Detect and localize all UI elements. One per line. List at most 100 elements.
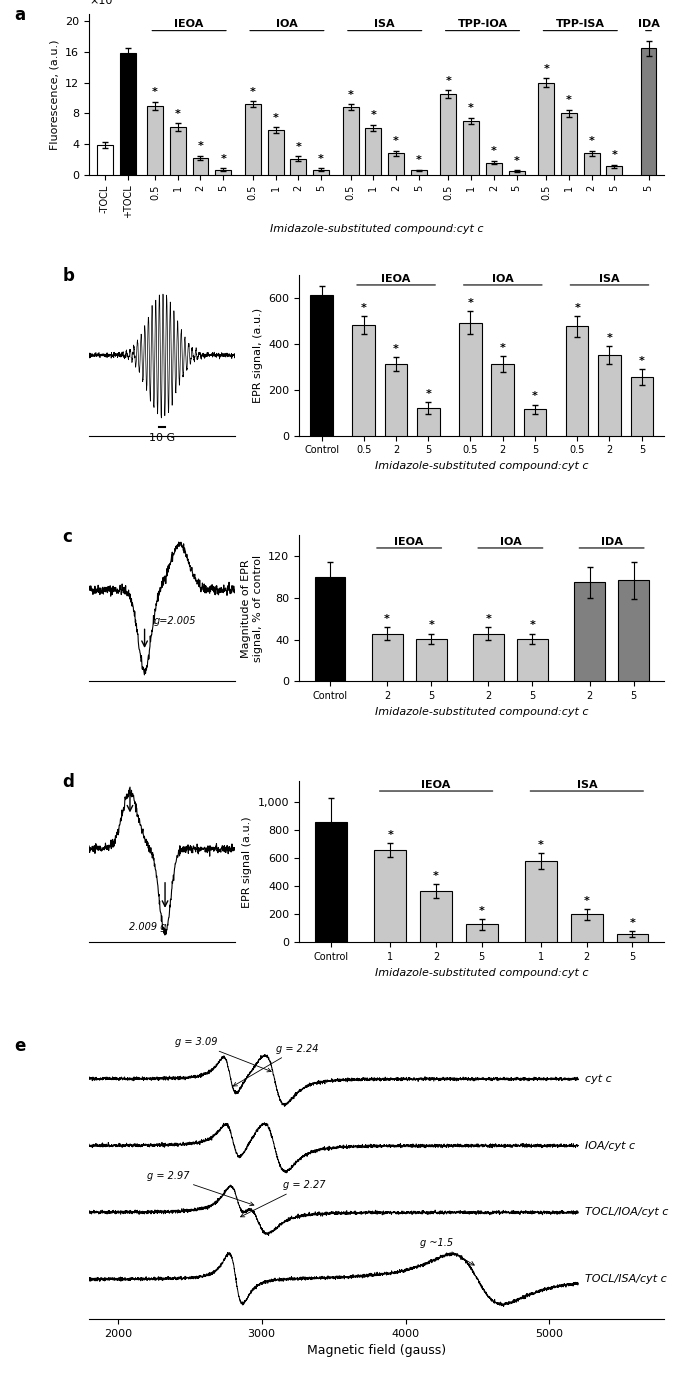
Bar (571, 914, 603, 943)
Text: *: * (500, 344, 506, 353)
Text: *: * (318, 154, 324, 164)
Text: g = 2.97: g = 2.97 (147, 1171, 254, 1206)
Bar (215, 169, 232, 174)
Text: *: * (486, 614, 491, 624)
Bar (463, 121, 479, 174)
Bar (630, 376, 653, 436)
Bar (584, 154, 599, 174)
Text: *: * (639, 356, 645, 365)
Text: *: * (514, 155, 519, 166)
Text: ×10³: ×10³ (89, 0, 117, 5)
Bar (290, 159, 306, 174)
Text: g ~1.5: g ~1.5 (420, 1238, 474, 1265)
X-axis label: Imidazole-substituted compound:cyt c: Imidazole-substituted compound:cyt c (375, 967, 588, 978)
Bar (640, 48, 656, 174)
Text: *: * (433, 871, 439, 881)
Text: *: * (416, 155, 422, 165)
Text: *: * (491, 147, 497, 157)
Text: *: * (393, 136, 399, 146)
Text: IDA: IDA (638, 19, 660, 29)
Text: *: * (361, 302, 366, 312)
Bar (491, 364, 514, 436)
Text: 2.009 g: 2.009 g (129, 922, 166, 933)
Text: ISA: ISA (599, 273, 620, 284)
Text: *: * (388, 830, 393, 840)
Bar (606, 166, 623, 174)
X-axis label: Magnetic field (gauss): Magnetic field (gauss) (307, 1344, 447, 1358)
Bar (245, 104, 261, 174)
Text: TPP-ISA: TPP-ISA (556, 19, 605, 29)
Text: *: * (630, 918, 636, 929)
Bar (375, 851, 406, 943)
Bar (314, 577, 345, 682)
Text: *: * (588, 136, 595, 147)
Text: d: d (63, 774, 75, 791)
Text: *: * (175, 109, 181, 120)
Text: *: * (468, 298, 473, 308)
Text: *: * (574, 302, 580, 312)
Text: *: * (152, 88, 158, 98)
Bar (486, 162, 502, 174)
Text: IEOA: IEOA (382, 273, 411, 284)
Text: *: * (371, 110, 376, 121)
Bar (365, 128, 382, 174)
Text: *: * (197, 142, 203, 151)
Text: g = 3.09: g = 3.09 (175, 1037, 271, 1072)
Bar (616, 934, 649, 943)
Text: *: * (532, 392, 538, 401)
Text: g=2.005: g=2.005 (153, 616, 196, 625)
Text: e: e (14, 1036, 25, 1054)
Bar (342, 107, 358, 174)
Text: *: * (393, 344, 399, 354)
Text: ISA: ISA (375, 19, 395, 29)
Bar (440, 95, 456, 174)
Text: *: * (273, 113, 279, 122)
Bar (120, 52, 136, 174)
Text: 10 G: 10 G (149, 433, 175, 444)
Bar (170, 128, 186, 174)
X-axis label: Imidazole-substituted compound:cyt c: Imidazole-substituted compound:cyt c (375, 706, 588, 717)
Bar (385, 364, 408, 436)
Y-axis label: EPR signal, (a.u.): EPR signal, (a.u.) (253, 308, 263, 403)
X-axis label: Imidazole-substituted compound:cyt c: Imidazole-substituted compound:cyt c (375, 462, 588, 471)
Text: *: * (543, 63, 549, 74)
Bar (353, 326, 375, 436)
Bar (574, 583, 605, 682)
Text: *: * (295, 142, 301, 153)
Y-axis label: EPR signal (a.u.): EPR signal (a.u.) (242, 816, 252, 908)
Bar (420, 890, 452, 943)
Bar (525, 861, 557, 943)
Text: *: * (468, 103, 474, 114)
Text: a: a (14, 5, 25, 23)
Text: *: * (606, 333, 612, 342)
Text: *: * (479, 905, 485, 915)
Bar (268, 131, 284, 174)
Bar (388, 154, 404, 174)
Text: ISA: ISA (577, 780, 597, 790)
Bar (417, 408, 440, 436)
Bar (524, 409, 547, 436)
Text: *: * (530, 621, 536, 631)
Text: TOCL/IOA/cyt c: TOCL/IOA/cyt c (585, 1208, 669, 1217)
Text: *: * (425, 389, 432, 398)
Bar (466, 925, 498, 943)
X-axis label: Imidazole-substituted compound:cyt c: Imidazole-substituted compound:cyt c (270, 224, 484, 234)
Bar (566, 327, 588, 436)
Bar (473, 633, 503, 682)
Bar (411, 170, 427, 174)
Text: *: * (584, 896, 590, 905)
Text: cyt c: cyt c (585, 1074, 612, 1084)
Bar (310, 295, 333, 436)
Text: IOA: IOA (499, 537, 521, 547)
Text: b: b (63, 267, 75, 284)
Text: IDA: IDA (601, 537, 623, 547)
Text: g = 2.24: g = 2.24 (233, 1043, 319, 1085)
Bar (598, 354, 621, 436)
Bar (192, 158, 208, 174)
Bar (509, 170, 525, 174)
Bar (313, 169, 329, 174)
Text: *: * (612, 150, 617, 161)
Text: TOCL/ISA/cyt c: TOCL/ISA/cyt c (585, 1274, 667, 1285)
Bar (315, 822, 347, 943)
Y-axis label: Fluorescence, (a.u.): Fluorescence, (a.u.) (49, 38, 60, 150)
